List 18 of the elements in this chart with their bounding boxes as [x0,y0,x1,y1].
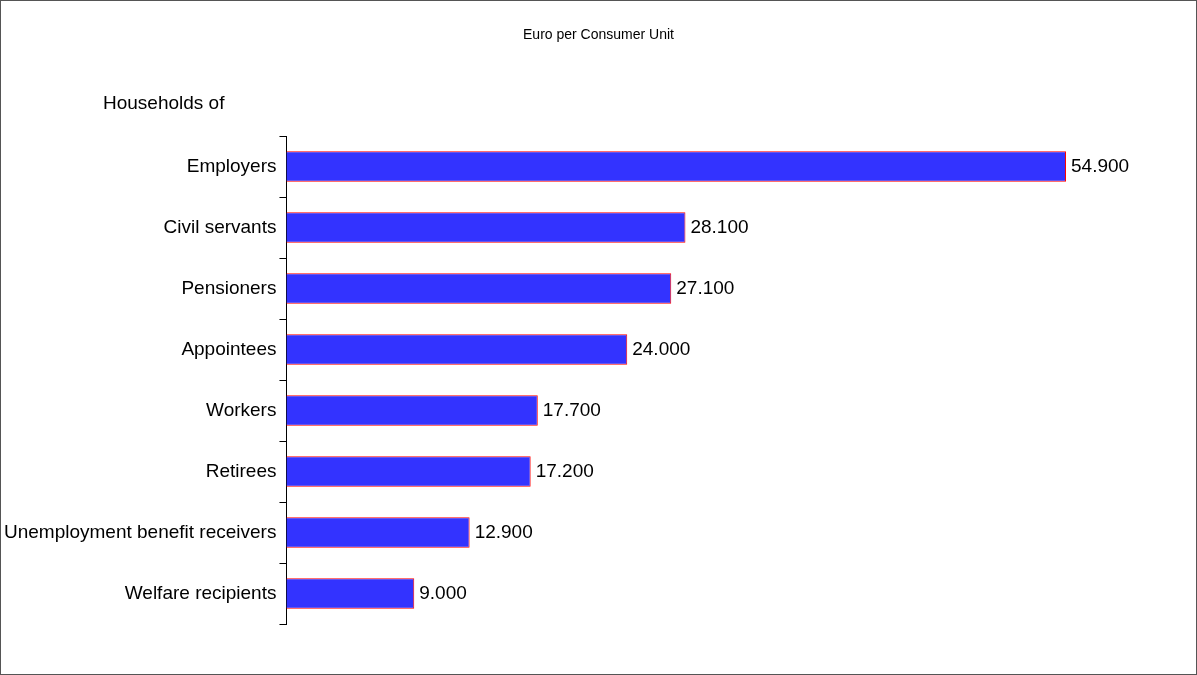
y-tick-label: Unemployment benefit receivers [3,520,277,542]
y-tick-label: Civil servants [163,215,277,237]
data-label: 17.700 [542,398,601,420]
y-tick-label: Workers [206,398,277,420]
chart-title: Euro per Consumer Unit [523,25,675,42]
data-label: 24.000 [632,337,691,359]
y-tick-label: Appointees [181,337,277,359]
y-tick-label: Pensioners [181,276,277,298]
data-label: 28.100 [690,215,749,237]
y-tick-label: Welfare recipients [124,581,277,603]
data-label: 27.100 [676,276,735,298]
data-label: 9.000 [419,581,467,603]
data-label: 54.900 [1071,154,1130,176]
y-tick-label: Retirees [205,459,277,481]
data-label: 17.200 [535,459,594,481]
data-label: 12.900 [474,520,533,542]
y-axis-title: Households of [103,92,226,114]
y-tick-label: Employers [186,154,277,176]
